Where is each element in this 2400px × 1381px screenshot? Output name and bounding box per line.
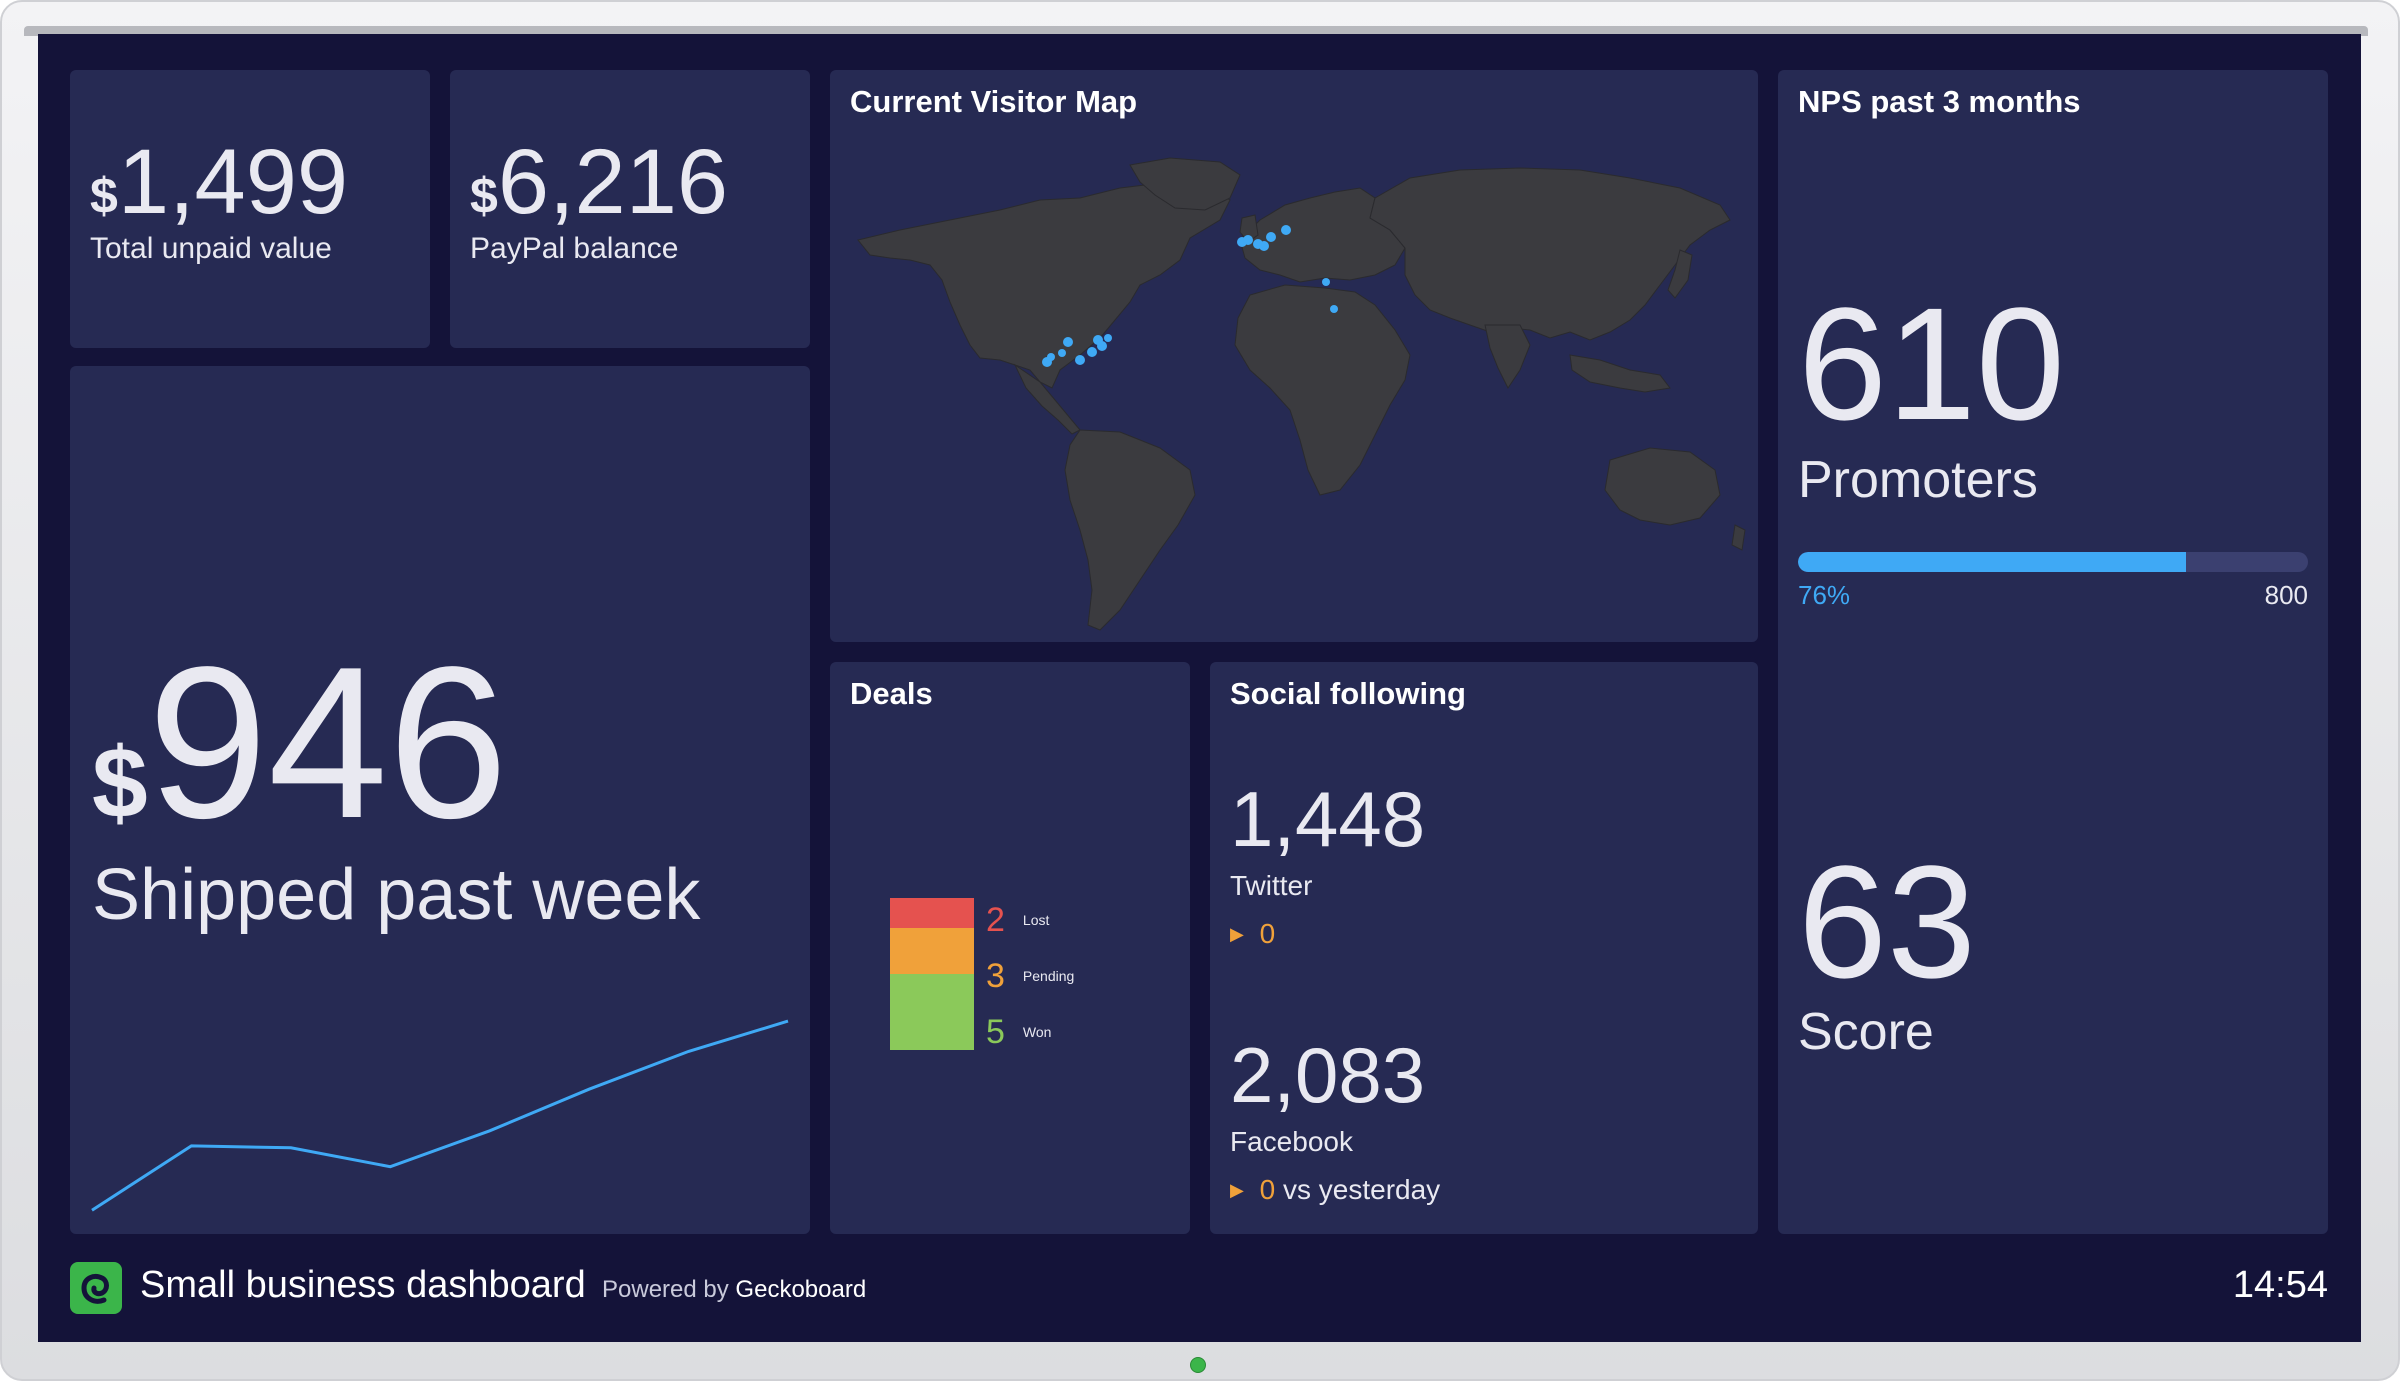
visitor-dot — [1259, 241, 1269, 251]
paypal-balance-widget[interactable]: $6,216 PayPal balance — [450, 70, 810, 348]
paypal-value: 6,216 — [497, 131, 729, 233]
deals-legend-count: 3 — [986, 956, 1005, 995]
deals-legend-count: 2 — [986, 900, 1005, 939]
dashboard-title: Small business dashboard — [140, 1264, 586, 1306]
visitor-dot — [1097, 341, 1107, 351]
deals-title: Deals — [850, 676, 933, 711]
deals-legend-label: Won — [1022, 1024, 1052, 1040]
geckoboard-logo-icon — [70, 1262, 122, 1314]
unpaid-label: Total unpaid value — [90, 232, 332, 265]
shipped-currency: $ — [92, 727, 148, 839]
continent-greenland — [1129, 157, 1241, 211]
caret-right-icon: ▶ — [1230, 1180, 1244, 1200]
visitor-dot — [1322, 278, 1330, 286]
facebook-change-suffix: vs yesterday — [1282, 1174, 1441, 1205]
shipped-trend-line — [91, 1019, 789, 1212]
deals-legend-item: 5 Won — [986, 1010, 1051, 1054]
visitor-dot — [1104, 334, 1112, 342]
visitor-dot — [1266, 232, 1276, 242]
paypal-currency: $ — [470, 168, 498, 224]
powered-by-label: Powered by — [602, 1276, 729, 1303]
visitor-dot — [1075, 355, 1085, 365]
nps-promoters-value: 610 — [1798, 274, 2065, 453]
deals-stacked-bar — [890, 898, 974, 1050]
deals-legend-count: 5 — [986, 1012, 1005, 1051]
continent-australia — [1604, 447, 1721, 526]
visitor-map-widget[interactable]: Current Visitor Map — [830, 70, 1758, 642]
deals-legend-label: Lost — [1022, 912, 1050, 928]
region-new-zealand — [1731, 524, 1746, 551]
social-title: Social following — [1230, 676, 1466, 711]
nps-progress-track — [1798, 552, 2308, 572]
visitor-dot — [1047, 353, 1055, 361]
deals-segment-pending — [890, 928, 974, 974]
continent-south-america — [1064, 429, 1196, 631]
facebook-followers-value: 2,083 — [1230, 1031, 1426, 1119]
powered-by: Powered by Geckoboard — [602, 1276, 866, 1304]
deals-legend-item: 2 Lost — [986, 898, 1049, 942]
deals-segment-lost — [890, 898, 974, 929]
power-indicator-led — [1190, 1357, 1206, 1373]
nps-title: NPS past 3 months — [1798, 84, 2081, 119]
dashboard-footer: Small business dashboard Powered by Geck… — [70, 1258, 2328, 1318]
clock: 14:54 — [2232, 1264, 2328, 1306]
deals-widget[interactable]: Deals 2 Lost 3 Pending 5 Won — [830, 662, 1190, 1234]
nps-score-label: Score — [1798, 1003, 1934, 1061]
visitor-dot — [1058, 349, 1066, 357]
continent-central-america — [1013, 363, 1081, 435]
visitor-dot — [1330, 305, 1338, 313]
facebook-change: ▶ 0 vs yesterday — [1230, 1174, 1440, 1206]
facebook-change-value: 0 — [1259, 1174, 1276, 1205]
nps-progress-fill — [1798, 552, 2186, 572]
nps-promoters-label: Promoters — [1798, 451, 2038, 509]
region-japan — [1667, 249, 1693, 299]
shipped-trend-chart — [91, 1019, 789, 1212]
shipped-widget[interactable]: $946 Shipped past week — [70, 366, 810, 1234]
facebook-label: Facebook — [1230, 1126, 1353, 1157]
twitter-followers-value: 1,448 — [1230, 775, 1426, 863]
shipped-value: 946 — [147, 621, 509, 863]
region-india — [1484, 324, 1531, 389]
visitor-dot — [1281, 225, 1291, 235]
visitor-map-title: Current Visitor Map — [850, 84, 1138, 119]
unpaid-currency: $ — [90, 168, 118, 224]
visitor-dots — [1042, 225, 1338, 367]
paypal-label: PayPal balance — [470, 232, 679, 265]
twitter-change-value: 0 — [1259, 918, 1276, 949]
twitter-label: Twitter — [1230, 870, 1313, 901]
caret-right-icon: ▶ — [1230, 924, 1244, 944]
deals-legend: 2 Lost 3 Pending 5 Won — [986, 898, 1166, 1051]
visitor-dot — [1087, 347, 1097, 357]
world-map — [857, 157, 1746, 631]
twitter-change: ▶ 0 — [1230, 918, 1275, 950]
continent-asia — [1369, 167, 1731, 341]
continent-north-america — [857, 181, 1231, 389]
deals-legend-item: 3 Pending — [986, 954, 1074, 998]
region-uk — [1239, 214, 1259, 243]
nps-progress-percent: 76% — [1798, 580, 1851, 610]
powered-by-brand[interactable]: Geckoboard — [735, 1276, 867, 1303]
social-following-widget[interactable]: Social following 1,448 Twitter ▶ 0 2,083… — [1210, 662, 1758, 1234]
monitor-top-edge — [24, 26, 2368, 36]
deals-legend-label: Pending — [1022, 968, 1075, 984]
deals-segment-won — [890, 974, 974, 1050]
visitor-dot — [1243, 235, 1253, 245]
shipped-label: Shipped past week — [92, 855, 701, 935]
unpaid-value-widget[interactable]: $1,499 Total unpaid value — [70, 70, 430, 348]
region-southeast-asia — [1569, 354, 1671, 393]
nps-widget[interactable]: NPS past 3 months 610 Promoters 76% 800 … — [1778, 70, 2328, 1234]
nps-score-value: 63 — [1798, 832, 1976, 1011]
nps-progress-max: 800 — [2264, 580, 2308, 610]
unpaid-value: 1,499 — [117, 131, 349, 233]
dashboard-screen: $1,499 Total unpaid value $6,216 PayPal … — [38, 34, 2361, 1342]
visitor-dot — [1063, 337, 1073, 347]
continent-africa — [1234, 284, 1411, 496]
